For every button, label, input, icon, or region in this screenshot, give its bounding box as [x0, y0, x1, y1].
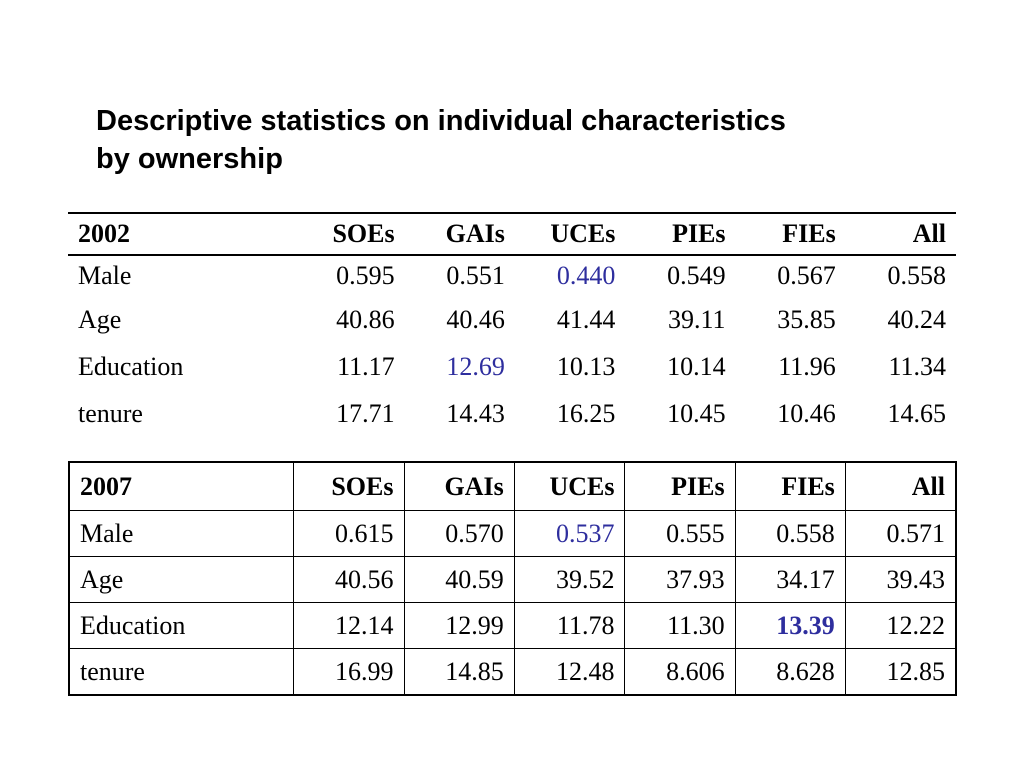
header-year: 2002: [68, 212, 295, 256]
table-row: tenure 17.71 14.43 16.25 10.45 10.46 14.…: [68, 390, 956, 437]
header-soes: SOEs: [294, 212, 405, 256]
table-header-row: 2002 SOEs GAIs UCEs PIEs FIEs All: [68, 212, 956, 256]
table-cell: 14.43: [446, 398, 505, 428]
table-cell: 41.44: [556, 304, 616, 334]
table-cell: 11.17: [337, 351, 395, 381]
table-cell: 12.99: [403, 602, 515, 649]
table-cell: 8.628: [734, 648, 846, 696]
table-cell: 39.52: [513, 556, 626, 603]
title-line-1: Descriptive statistics on individual cha…: [96, 105, 786, 137]
table-cell: 40.46: [446, 304, 505, 334]
table-cell: 10.14: [667, 351, 726, 381]
table-cell: 11.30: [624, 602, 736, 649]
table-row: Education 12.14 12.99 11.78 11.30 13.39 …: [68, 602, 957, 649]
row-label: Age: [68, 556, 295, 603]
table-cell: 0.549: [667, 261, 726, 290]
table-cell: 34.17: [734, 556, 846, 603]
table-cell: 10.13: [556, 351, 616, 381]
header-all: All: [844, 461, 957, 511]
header-year: 2007: [68, 461, 295, 511]
highlighted-cell: 0.440: [556, 261, 616, 290]
page-title: Descriptive statistics on individual cha…: [96, 102, 956, 178]
highlighted-cell: 13.39: [734, 602, 846, 649]
row-label: Age: [78, 304, 122, 334]
table-cell: 11.96: [778, 351, 836, 381]
table-cell: 12.22: [844, 602, 957, 649]
header-uces: UCEs: [514, 212, 626, 256]
table-cell: 0.558: [734, 510, 846, 557]
table-cell: 14.65: [887, 398, 947, 428]
title-line-2: by ownership: [96, 143, 283, 175]
table-cell: 12.85: [844, 648, 957, 696]
highlighted-cell: 12.69: [446, 351, 505, 381]
header-uces: UCEs: [513, 461, 626, 511]
header-gais: GAIs: [403, 461, 515, 511]
table-cell: 11.78: [513, 602, 626, 649]
row-label: Education: [78, 351, 184, 381]
highlighted-cell: 0.537: [513, 510, 626, 557]
table-cell: 0.551: [446, 261, 505, 290]
table-row: Age 40.86 40.46 41.44 39.11 35.85 40.24: [68, 296, 956, 343]
table-2002: 2002 SOEs GAIs UCEs PIEs FIEs All Male 0…: [68, 212, 956, 437]
header-pies: PIEs: [625, 212, 736, 256]
table-row: Male 0.595 0.551 0.440 0.549 0.567 0.558: [68, 255, 956, 296]
table-cell: 8.606: [624, 648, 736, 696]
table-cell: 0.567: [777, 261, 836, 290]
table-cell: 0.570: [403, 510, 515, 557]
header-pies: PIEs: [624, 461, 736, 511]
table-cell: 12.48: [513, 648, 626, 696]
table-cell: 12.14: [293, 602, 405, 649]
table-cell: 0.571: [844, 510, 957, 557]
table-cell: 40.56: [293, 556, 405, 603]
table-cell: 0.615: [293, 510, 405, 557]
table-cell: 10.45: [667, 398, 726, 428]
table-cell: 39.43: [844, 556, 957, 603]
row-label: Male: [78, 261, 132, 290]
table-header-row: 2007 SOEs GAIs UCEs PIEs FIEs All: [68, 461, 957, 511]
table-cell: 0.555: [624, 510, 736, 557]
row-label: tenure: [78, 398, 143, 428]
table-cell: 35.85: [777, 304, 836, 334]
table-cell: 14.85: [403, 648, 515, 696]
header-gais: GAIs: [404, 212, 515, 256]
header-fies: FIEs: [735, 212, 846, 256]
table-cell: 0.595: [336, 261, 395, 290]
table-cell: 10.46: [777, 398, 836, 428]
header-soes: SOEs: [293, 461, 405, 511]
table-cell: 40.59: [403, 556, 515, 603]
row-label: Education: [68, 602, 295, 649]
row-label: Male: [68, 510, 295, 557]
table-cell: 17.71: [336, 398, 395, 428]
table-cell: 16.25: [556, 398, 616, 428]
table-row: Education 11.17 12.69 10.13 10.14 11.96 …: [68, 343, 956, 390]
table-row: tenure 16.99 14.85 12.48 8.606 8.628 12.…: [68, 648, 957, 696]
table-cell: 40.86: [336, 304, 395, 334]
table-2007: 2007 SOEs GAIs UCEs PIEs FIEs All Male 0…: [68, 461, 957, 696]
table-cell: 39.11: [668, 304, 726, 334]
row-label: tenure: [68, 648, 295, 696]
table-cell: 0.558: [887, 261, 947, 290]
header-all: All: [845, 212, 956, 256]
table-cell: 11.34: [888, 351, 946, 381]
table-row: Age 40.56 40.59 39.52 37.93 34.17 39.43: [68, 556, 957, 603]
header-fies: FIEs: [734, 461, 846, 511]
table-cell: 40.24: [887, 304, 947, 334]
table-row: Male 0.615 0.570 0.537 0.555 0.558 0.571: [68, 510, 957, 557]
table-cell: 37.93: [624, 556, 736, 603]
table-cell: 16.99: [293, 648, 405, 696]
